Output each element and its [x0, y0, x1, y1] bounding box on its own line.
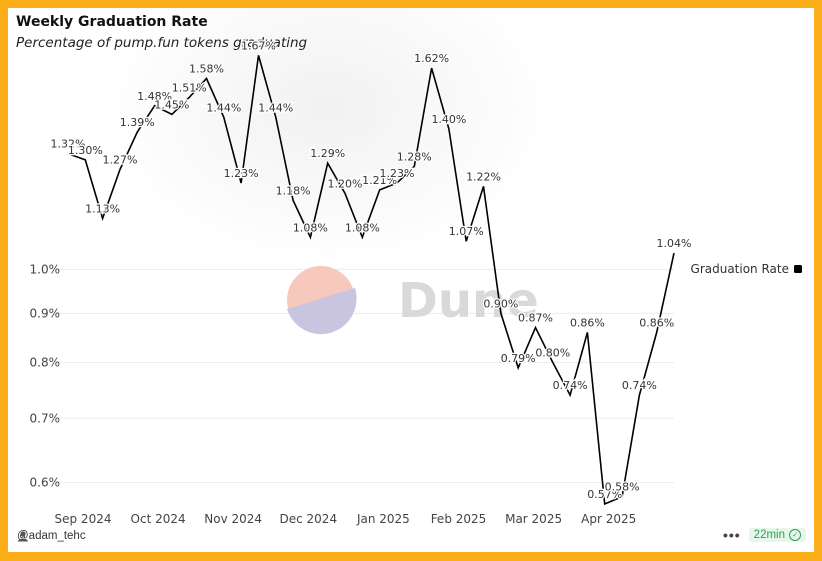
- data-label: 0.58%: [605, 481, 640, 494]
- data-label: 1.40%: [431, 113, 466, 126]
- y-tick-label: 0.8%: [30, 356, 61, 370]
- legend[interactable]: Graduation Rate: [691, 262, 802, 276]
- footer-controls: ••• 22min ✓: [723, 528, 806, 542]
- data-label: 0.90%: [483, 297, 518, 310]
- data-label: 1.23%: [224, 167, 259, 180]
- data-label: 1.58%: [189, 63, 224, 76]
- refresh-age: 22min: [753, 529, 785, 541]
- grid-lines: [56, 268, 674, 484]
- y-tick-label: 0.6%: [30, 476, 61, 490]
- data-label: 1.04%: [657, 237, 692, 250]
- x-tick-label: Mar 2025: [505, 512, 562, 526]
- data-label: 1.44%: [258, 101, 293, 114]
- data-label: 1.07%: [449, 225, 484, 238]
- data-label: 1.13%: [85, 202, 120, 215]
- data-label: 1.27%: [102, 154, 137, 167]
- x-tick-label: Sep 2024: [55, 512, 112, 526]
- data-label: 1.44%: [206, 101, 241, 114]
- data-label: 1.23%: [379, 167, 414, 180]
- watermark-text: Dune: [398, 273, 539, 329]
- chart-subtitle: Percentage of pump.fun tokens graduating: [16, 35, 308, 51]
- series-line: [67, 55, 675, 506]
- data-label: 0.74%: [553, 379, 588, 392]
- data-label: 1.28%: [397, 150, 432, 163]
- check-icon: ✓: [789, 529, 801, 541]
- data-label: 0.79%: [501, 352, 536, 365]
- x-tick-label: Oct 2024: [131, 512, 186, 526]
- legend-label: Graduation Rate: [691, 262, 789, 276]
- refresh-badge[interactable]: 22min ✓: [748, 528, 806, 542]
- graduation-rate-line: [67, 55, 675, 506]
- watermark: Dune: [287, 266, 539, 335]
- data-label: 0.87%: [518, 312, 553, 325]
- chart-title: Weekly Graduation Rate: [16, 14, 208, 30]
- dune-logo-shade: [287, 288, 357, 335]
- data-label: 1.29%: [310, 147, 345, 160]
- y-tick-label: 1.0%: [30, 262, 61, 276]
- data-label: 1.18%: [276, 184, 311, 197]
- data-label: 1.45%: [154, 98, 189, 111]
- x-tick-label: Jan 2025: [356, 512, 410, 526]
- data-label: 1.20%: [328, 177, 363, 190]
- data-label: 1.08%: [293, 221, 328, 234]
- x-tick-label: Dec 2024: [280, 512, 338, 526]
- x-tick-label: Nov 2024: [204, 512, 262, 526]
- data-label: 1.51%: [172, 81, 207, 94]
- data-label: 1.21%: [362, 174, 397, 187]
- data-label: 1.30%: [68, 144, 103, 157]
- data-label: 0.57%: [587, 488, 622, 501]
- data-label: 0.86%: [639, 316, 674, 329]
- data-label: 1.39%: [120, 116, 155, 129]
- x-tick-label: Apr 2025: [581, 512, 636, 526]
- chart-card: Weekly Graduation Rate Percentage of pum…: [8, 8, 814, 552]
- y-tick-label: 0.7%: [30, 411, 61, 425]
- legend-swatch: [794, 265, 802, 273]
- data-label: 1.32%: [51, 138, 86, 151]
- data-label: 1.22%: [466, 170, 501, 183]
- background-glow: [98, 8, 558, 268]
- author-name: @adam_tehc: [17, 530, 86, 542]
- x-axis: Sep 2024 Oct 2024 Nov 2024 Dec 2024 Jan 2025…: [55, 512, 637, 526]
- data-label: 0.86%: [570, 316, 605, 329]
- x-tick-label: Feb 2025: [431, 512, 487, 526]
- data-label: 1.62%: [414, 52, 449, 65]
- data-label: 1.08%: [345, 221, 380, 234]
- user-icon: [18, 531, 28, 542]
- author[interactable]: @adam_tehc: [17, 530, 86, 542]
- data-label: 1.48%: [137, 90, 172, 103]
- data-label: 0.74%: [622, 379, 657, 392]
- data-labels: 1.32%1.30% 1.13% 1.27% 1.39% 1.48%1.45% 1.51%…: [49, 38, 692, 502]
- more-options-icon[interactable]: •••: [722, 527, 741, 543]
- data-label: 0.80%: [535, 347, 570, 360]
- y-axis: 0.6% 0.7% 0.8% 0.9% 1.0%: [30, 262, 61, 489]
- data-label: 1.67%: [241, 39, 276, 52]
- y-tick-label: 0.9%: [30, 306, 61, 320]
- chart-svg: Dune 0.6% 0.7% 0.8% 0.9% 1.0% Sep 2024 Oct 20…: [30, 38, 802, 526]
